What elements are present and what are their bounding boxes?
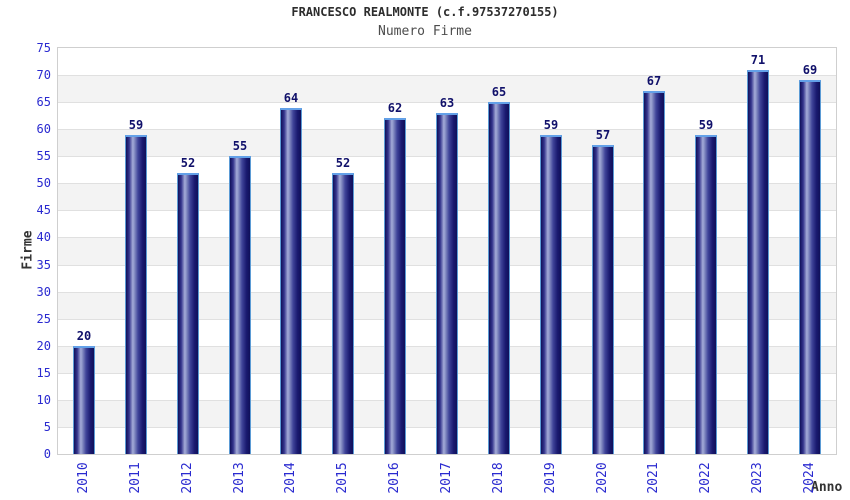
x-tick-label: 2021	[646, 462, 662, 494]
plot-area: 0 5 10 15 20 25 30 35 40 45 50 55 60 65 70 75 20 59 52 55 64…	[37, 41, 837, 461]
bar-value-label: 63	[439, 96, 455, 110]
bar-value-label: 52	[335, 156, 351, 170]
x-tick-label: 2023	[750, 462, 766, 494]
y-tick-label: 25	[36, 311, 51, 326]
bar	[643, 91, 665, 454]
y-tick-label: 75	[36, 41, 51, 55]
y-tick-label: 35	[36, 257, 51, 272]
bar-value-label: 69	[802, 63, 818, 77]
bar	[436, 113, 458, 454]
y-axis-title: Firme	[20, 230, 36, 270]
y-tick-label: 65	[36, 95, 51, 110]
x-tick-label: 2012	[179, 462, 195, 494]
bar-value-label: 71	[750, 53, 766, 67]
bar	[177, 173, 199, 454]
bar	[540, 135, 562, 454]
x-tick-label: 2011	[127, 462, 143, 494]
y-tick-label: 5	[43, 419, 51, 434]
x-tick-label: 2014	[283, 462, 299, 494]
x-tick-label: 2019	[542, 462, 558, 494]
x-tick-label: 2017	[439, 462, 454, 494]
bar-value-label: 62	[387, 101, 403, 115]
bar	[488, 102, 510, 454]
y-tick-label: 70	[36, 68, 51, 83]
bar-value-label: 59	[543, 118, 559, 132]
bar	[229, 156, 251, 454]
bar-value-label: 65	[491, 85, 507, 99]
y-tick-label: 50	[36, 176, 51, 191]
y-tick-label: 0	[43, 447, 51, 461]
bar-value-label: 59	[698, 118, 714, 132]
x-tick-label: 2010	[75, 462, 91, 494]
bar	[125, 135, 147, 454]
y-tick-label: 15	[36, 365, 51, 380]
chart-subtitle: Numero Firme	[378, 24, 472, 39]
x-axis-title: Anno	[811, 480, 843, 495]
bar-value-label: 64	[283, 91, 299, 105]
bar-value-label: 57	[595, 128, 611, 142]
y-tick-label: 45	[36, 203, 51, 218]
bar	[280, 108, 302, 454]
bar-value-label: 52	[180, 156, 196, 170]
y-tick-label: 10	[36, 392, 51, 407]
bar	[747, 70, 769, 454]
y-tick-label: 55	[36, 149, 51, 164]
bar	[332, 173, 354, 454]
grid-band	[58, 75, 836, 103]
x-tick-label: 2016	[387, 462, 403, 494]
x-tick-label: 2018	[490, 462, 506, 494]
bar-value-label: 59	[128, 118, 144, 132]
x-tick-label: 2022	[698, 462, 714, 494]
bar	[384, 118, 406, 454]
x-tick-label: 2020	[594, 462, 610, 494]
bar	[73, 346, 95, 454]
bar	[592, 145, 614, 454]
y-tick-label: 30	[36, 284, 51, 299]
bar-value-label: 55	[232, 139, 248, 153]
bar-value-label: 20	[76, 329, 92, 343]
x-tick-label: 2013	[231, 462, 247, 494]
y-tick-label: 40	[36, 230, 51, 245]
y-tick-label: 60	[36, 122, 51, 137]
y-tick-label: 20	[36, 338, 51, 353]
x-tick-label: 2015	[335, 462, 351, 494]
gridline	[58, 102, 836, 103]
x-tick-label: 2024	[802, 462, 818, 494]
chart-title: FRANCESCO REALMONTE (c.f.97537270155)	[291, 5, 559, 19]
gridline	[58, 75, 836, 76]
grid-band	[58, 48, 836, 76]
bar	[799, 80, 821, 454]
bar	[695, 135, 717, 454]
bar-value-label: 67	[646, 74, 662, 88]
